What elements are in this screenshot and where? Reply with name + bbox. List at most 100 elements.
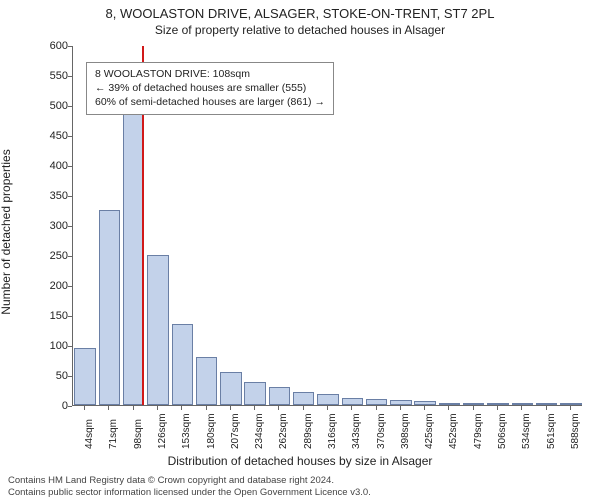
x-tick-label: 289sqm [303, 413, 314, 449]
y-tick-label: 300 [36, 220, 68, 232]
y-tick-mark [68, 106, 72, 107]
x-tick-label: 262sqm [278, 413, 289, 449]
y-axis-label: Number of detached properties [0, 149, 13, 314]
x-tick-label: 534sqm [521, 413, 532, 449]
x-tick-mark [351, 406, 352, 410]
x-tick-label: 588sqm [570, 413, 581, 449]
x-tick-mark [181, 406, 182, 410]
y-tick-mark [68, 226, 72, 227]
x-tick-mark [327, 406, 328, 410]
y-tick-label: 400 [36, 160, 68, 172]
y-tick-mark [68, 376, 72, 377]
y-tick-label: 450 [36, 130, 68, 142]
x-tick-mark [546, 406, 547, 410]
histogram-bar [560, 403, 581, 405]
y-tick-mark [68, 256, 72, 257]
histogram-bar [74, 348, 95, 405]
y-tick-mark [68, 316, 72, 317]
x-tick-mark [303, 406, 304, 410]
histogram-bar [147, 255, 168, 405]
y-tick-label: 550 [36, 70, 68, 82]
x-tick-label: 98sqm [133, 419, 144, 449]
x-tick-label: 425sqm [424, 413, 435, 449]
y-tick-mark [68, 286, 72, 287]
footer-line: Contains public sector information licen… [8, 487, 592, 498]
x-tick-label: 506sqm [497, 413, 508, 449]
x-tick-mark [473, 406, 474, 410]
y-tick-label: 200 [36, 280, 68, 292]
y-tick-mark [68, 76, 72, 77]
x-tick-label: 180sqm [206, 413, 217, 449]
y-tick-mark [68, 346, 72, 347]
histogram-bar [512, 403, 533, 405]
title-main: 8, WOOLASTON DRIVE, ALSAGER, STOKE-ON-TR… [0, 0, 600, 21]
y-tick-mark [68, 406, 72, 407]
histogram-bar [536, 403, 557, 405]
x-tick-mark [521, 406, 522, 410]
x-tick-label: 479sqm [473, 413, 484, 449]
y-tick-mark [68, 46, 72, 47]
x-tick-mark [254, 406, 255, 410]
x-tick-mark [570, 406, 571, 410]
histogram-bar [366, 399, 387, 405]
x-tick-label: 561sqm [546, 413, 557, 449]
histogram-bar [463, 403, 484, 405]
x-tick-label: 452sqm [448, 413, 459, 449]
x-tick-mark [206, 406, 207, 410]
histogram-bar [414, 401, 435, 405]
footer-line: Contains HM Land Registry data © Crown c… [8, 475, 592, 486]
y-tick-label: 100 [36, 340, 68, 352]
x-tick-label: 370sqm [376, 413, 387, 449]
x-tick-mark [278, 406, 279, 410]
x-tick-mark [108, 406, 109, 410]
histogram-bar [487, 403, 508, 405]
histogram-bar [220, 372, 241, 405]
y-tick-label: 350 [36, 190, 68, 202]
y-tick-mark [68, 196, 72, 197]
x-tick-label: 316sqm [327, 413, 338, 449]
callout-box: 8 WOOLASTON DRIVE: 108sqm ← 39% of detac… [86, 62, 334, 115]
histogram-bar [99, 210, 120, 405]
x-tick-mark [84, 406, 85, 410]
histogram-bar [317, 394, 338, 405]
y-tick-label: 0 [36, 400, 68, 412]
x-tick-label: 343sqm [351, 413, 362, 449]
histogram-bar [269, 387, 290, 405]
histogram-bar [390, 400, 411, 405]
histogram-bar [196, 357, 217, 405]
title-sub: Size of property relative to detached ho… [0, 21, 600, 37]
callout-line: 60% of semi-detached houses are larger (… [95, 95, 325, 109]
x-tick-label: 398sqm [400, 413, 411, 449]
y-tick-label: 50 [36, 370, 68, 382]
x-axis-label: Distribution of detached houses by size … [0, 454, 600, 468]
x-tick-mark [376, 406, 377, 410]
histogram-bar [342, 398, 363, 405]
x-tick-label: 44sqm [84, 419, 95, 449]
callout-line: 8 WOOLASTON DRIVE: 108sqm [95, 67, 325, 81]
x-tick-label: 153sqm [181, 413, 192, 449]
y-tick-label: 150 [36, 310, 68, 322]
chart-container: 8, WOOLASTON DRIVE, ALSAGER, STOKE-ON-TR… [0, 0, 600, 500]
x-tick-label: 71sqm [108, 419, 119, 449]
x-tick-mark [424, 406, 425, 410]
x-tick-mark [157, 406, 158, 410]
attribution-footer: Contains HM Land Registry data © Crown c… [8, 475, 592, 498]
histogram-bar [172, 324, 193, 405]
x-tick-mark [230, 406, 231, 410]
y-tick-label: 250 [36, 250, 68, 262]
x-tick-mark [133, 406, 134, 410]
x-tick-label: 126sqm [157, 413, 168, 449]
x-tick-mark [400, 406, 401, 410]
x-tick-label: 207sqm [230, 413, 241, 449]
x-tick-mark [448, 406, 449, 410]
x-tick-label: 234sqm [254, 413, 265, 449]
y-tick-label: 600 [36, 40, 68, 52]
y-tick-mark [68, 166, 72, 167]
histogram-bar [439, 403, 460, 405]
y-tick-mark [68, 136, 72, 137]
histogram-bar [293, 392, 314, 405]
x-tick-mark [497, 406, 498, 410]
y-tick-label: 500 [36, 100, 68, 112]
callout-line: ← 39% of detached houses are smaller (55… [95, 81, 325, 95]
histogram-bar [244, 382, 265, 405]
